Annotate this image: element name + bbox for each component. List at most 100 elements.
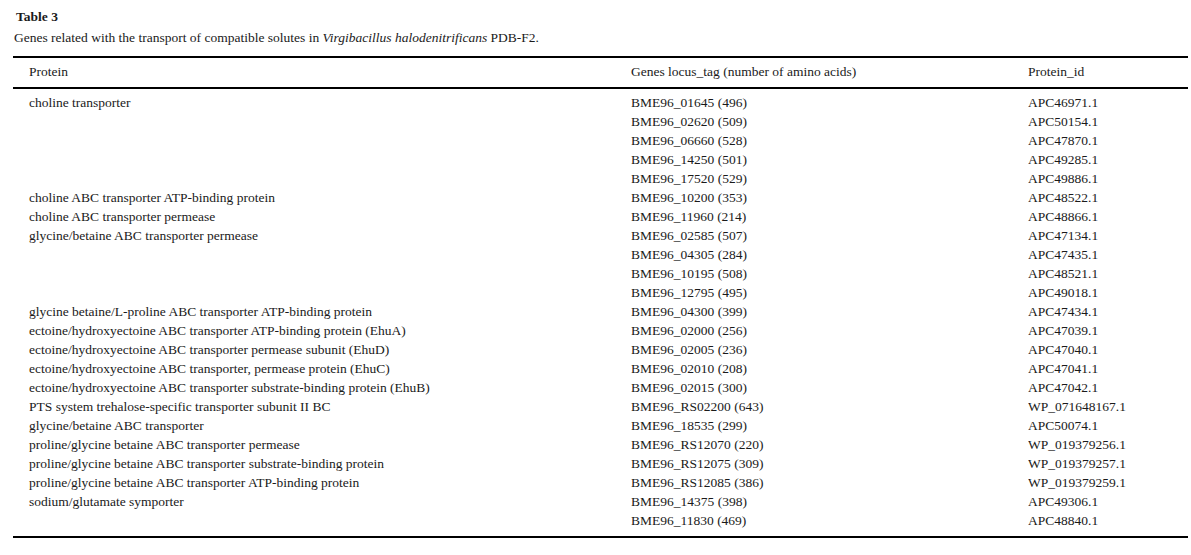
table-row: choline ABC transporter ATP-binding prot… <box>13 188 1188 207</box>
table-label: Table 3 <box>16 8 1191 26</box>
protein-cell <box>13 169 631 188</box>
locus-tag-cell: BME96_RS02200 (643) <box>631 397 1028 416</box>
protein-cell <box>13 511 631 537</box>
protein-id-cell: APC49306.1 <box>1028 492 1188 511</box>
protein-cell: ectoine/hydroxyectoine ABC transporter s… <box>13 378 631 397</box>
locus-tag-cell: BME96_18535 (299) <box>631 416 1028 435</box>
table-row: BME96_11830 (469) APC48840.1 <box>13 511 1188 537</box>
protein-cell: choline ABC transporter ATP-binding prot… <box>13 188 631 207</box>
protein-id-cell: APC48521.1 <box>1028 264 1188 283</box>
locus-tag-cell: BME96_12795 (495) <box>631 283 1028 302</box>
protein-cell: glycine/betaine ABC transporter <box>13 416 631 435</box>
protein-id-cell: APC47870.1 <box>1028 131 1188 150</box>
table-row: BME96_12795 (495) APC49018.1 <box>13 283 1188 302</box>
locus-tag-cell: BME96_14250 (501) <box>631 150 1028 169</box>
locus-tag-cell: BME96_04300 (399) <box>631 302 1028 321</box>
locus-tag-cell: BME96_06660 (528) <box>631 131 1028 150</box>
protein-cell <box>13 264 631 283</box>
column-header-locus-tag: Genes locus_tag (number of amino acids) <box>631 57 1028 88</box>
table-row: ectoine/hydroxyectoine ABC transporter p… <box>13 340 1188 359</box>
table-row: glycine/betaine ABC transporter permease… <box>13 226 1188 245</box>
protein-id-cell: APC47435.1 <box>1028 245 1188 264</box>
table-caption: Genes related with the transport of comp… <box>14 29 1191 47</box>
table-row: BME96_02620 (509) APC50154.1 <box>13 112 1188 131</box>
protein-cell <box>13 283 631 302</box>
locus-tag-cell: BME96_10200 (353) <box>631 188 1028 207</box>
table-row: proline/glycine betaine ABC transporter … <box>13 435 1188 454</box>
locus-tag-cell: BME96_10195 (508) <box>631 264 1028 283</box>
protein-id-cell: APC47041.1 <box>1028 359 1188 378</box>
locus-tag-cell: BME96_11960 (214) <box>631 207 1028 226</box>
protein-id-cell: APC47040.1 <box>1028 340 1188 359</box>
locus-tag-cell: BME96_02000 (256) <box>631 321 1028 340</box>
table-row: glycine betaine/L-proline ABC transporte… <box>13 302 1188 321</box>
protein-cell: sodium/glutamate symporter <box>13 492 631 511</box>
locus-tag-cell: BME96_02010 (208) <box>631 359 1028 378</box>
protein-id-cell: APC47434.1 <box>1028 302 1188 321</box>
protein-id-cell: APC49886.1 <box>1028 169 1188 188</box>
table-row: sodium/glutamate symporter BME96_14375 (… <box>13 492 1188 511</box>
caption-species-name: Virgibacillus halodenitrificans <box>323 30 488 45</box>
column-header-protein: Protein <box>13 57 631 88</box>
table-row: BME96_10195 (508) APC48521.1 <box>13 264 1188 283</box>
protein-id-cell: WP_019379256.1 <box>1028 435 1188 454</box>
protein-cell: proline/glycine betaine ABC transporter … <box>13 473 631 492</box>
protein-id-cell: APC48522.1 <box>1028 188 1188 207</box>
locus-tag-cell: BME96_02585 (507) <box>631 226 1028 245</box>
locus-tag-cell: BME96_RS12085 (386) <box>631 473 1028 492</box>
genes-table: Protein Genes locus_tag (number of amino… <box>13 56 1188 538</box>
protein-id-cell: WP_071648167.1 <box>1028 397 1188 416</box>
protein-cell: choline transporter <box>13 88 631 112</box>
protein-id-cell: APC47042.1 <box>1028 378 1188 397</box>
protein-id-cell: APC50074.1 <box>1028 416 1188 435</box>
locus-tag-cell: BME96_02005 (236) <box>631 340 1028 359</box>
protein-id-cell: APC49018.1 <box>1028 283 1188 302</box>
protein-cell <box>13 150 631 169</box>
table-row: PTS system trehalose-specific transporte… <box>13 397 1188 416</box>
locus-tag-cell: BME96_17520 (529) <box>631 169 1028 188</box>
protein-cell: PTS system trehalose-specific transporte… <box>13 397 631 416</box>
protein-cell: proline/glycine betaine ABC transporter … <box>13 454 631 473</box>
protein-cell <box>13 112 631 131</box>
table-row: ectoine/hydroxyectoine ABC transporter A… <box>13 321 1188 340</box>
caption-text-suffix: PDB-F2. <box>487 30 539 45</box>
locus-tag-cell: BME96_02620 (509) <box>631 112 1028 131</box>
table-row: choline ABC transporter permease BME96_1… <box>13 207 1188 226</box>
locus-tag-cell: BME96_11830 (469) <box>631 511 1028 537</box>
locus-tag-cell: BME96_14375 (398) <box>631 492 1028 511</box>
table-row: BME96_04305 (284) APC47435.1 <box>13 245 1188 264</box>
table-row: ectoine/hydroxyectoine ABC transporter s… <box>13 378 1188 397</box>
genes-table-header: Protein Genes locus_tag (number of amino… <box>13 57 1188 88</box>
table-row: proline/glycine betaine ABC transporter … <box>13 454 1188 473</box>
protein-cell: glycine betaine/L-proline ABC transporte… <box>13 302 631 321</box>
protein-cell: proline/glycine betaine ABC transporter … <box>13 435 631 454</box>
protein-id-cell: APC49285.1 <box>1028 150 1188 169</box>
protein-id-cell: APC47134.1 <box>1028 226 1188 245</box>
protein-cell: ectoine/hydroxyectoine ABC transporter p… <box>13 340 631 359</box>
table-row: ectoine/hydroxyectoine ABC transporter, … <box>13 359 1188 378</box>
protein-cell: choline ABC transporter permease <box>13 207 631 226</box>
table-row: BME96_06660 (528) APC47870.1 <box>13 131 1188 150</box>
protein-cell: ectoine/hydroxyectoine ABC transporter A… <box>13 321 631 340</box>
caption-text-prefix: Genes related with the transport of comp… <box>14 30 323 45</box>
table-row: glycine/betaine ABC transporter BME96_18… <box>13 416 1188 435</box>
protein-id-cell: WP_019379257.1 <box>1028 454 1188 473</box>
locus-tag-cell: BME96_04305 (284) <box>631 245 1028 264</box>
protein-cell: ectoine/hydroxyectoine ABC transporter, … <box>13 359 631 378</box>
protein-id-cell: WP_019379259.1 <box>1028 473 1188 492</box>
locus-tag-cell: BME96_RS12070 (220) <box>631 435 1028 454</box>
paper-table-region: Table 3 Genes related with the transport… <box>0 0 1191 538</box>
table-row: BME96_17520 (529) APC49886.1 <box>13 169 1188 188</box>
protein-cell: glycine/betaine ABC transporter permease <box>13 226 631 245</box>
locus-tag-cell: BME96_02015 (300) <box>631 378 1028 397</box>
protein-id-cell: APC48840.1 <box>1028 511 1188 537</box>
locus-tag-cell: BME96_RS12075 (309) <box>631 454 1028 473</box>
genes-table-body: choline transporter BME96_01645 (496) AP… <box>13 88 1188 537</box>
header-row: Protein Genes locus_tag (number of amino… <box>13 57 1188 88</box>
protein-id-cell: APC48866.1 <box>1028 207 1188 226</box>
table-row: choline transporter BME96_01645 (496) AP… <box>13 88 1188 112</box>
protein-id-cell: APC46971.1 <box>1028 88 1188 112</box>
protein-id-cell: APC50154.1 <box>1028 112 1188 131</box>
table-row: proline/glycine betaine ABC transporter … <box>13 473 1188 492</box>
table-row: BME96_14250 (501) APC49285.1 <box>13 150 1188 169</box>
